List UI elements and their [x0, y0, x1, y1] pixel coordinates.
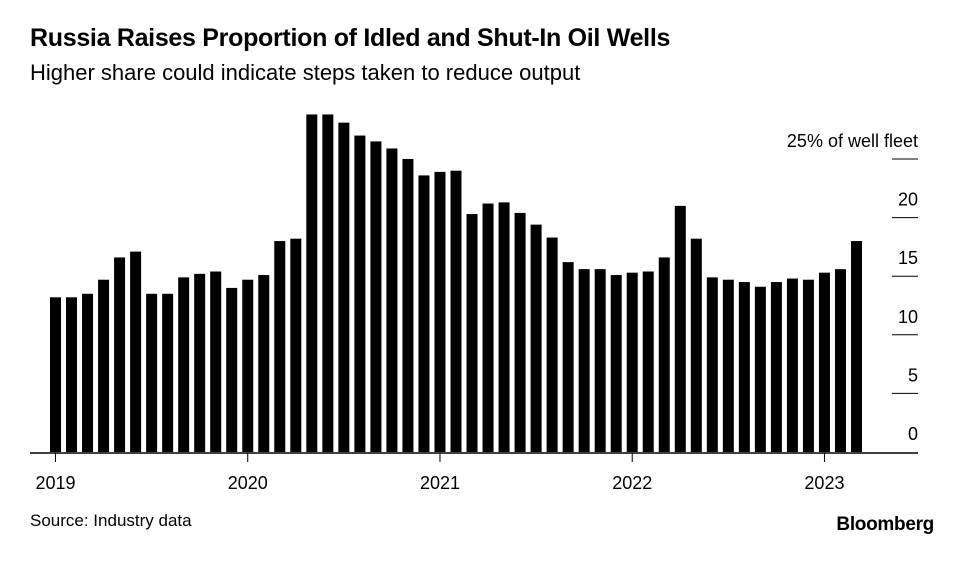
bar [498, 202, 510, 452]
x-tick-label: 2021 [420, 473, 460, 493]
bar [242, 279, 254, 452]
bar [514, 212, 526, 452]
bar [50, 297, 61, 452]
bar [450, 170, 462, 452]
bar [130, 251, 142, 452]
y-tick-label: 5 [908, 365, 918, 385]
bar [66, 297, 78, 452]
bar [658, 257, 670, 452]
bar [818, 272, 830, 452]
bar [642, 271, 654, 452]
bar-series [50, 114, 862, 453]
y-tick-label: 20 [898, 190, 918, 210]
x-tick-label: 2022 [612, 473, 652, 493]
bar [626, 272, 638, 452]
bar [578, 269, 590, 452]
bar [82, 293, 94, 452]
bar [290, 238, 302, 452]
bar [722, 279, 734, 452]
y-tick-label: 15 [898, 248, 918, 268]
bar [851, 241, 862, 452]
bar [370, 141, 382, 453]
x-tick-label: 2020 [228, 473, 268, 493]
x-tick-label: 2023 [804, 473, 844, 493]
bar [258, 275, 270, 452]
y-tick-label: 0 [908, 424, 918, 444]
bar [562, 262, 574, 452]
bar [594, 269, 606, 452]
bar [274, 241, 286, 452]
bar [114, 257, 126, 452]
y-axis-labels: 25% of well fleet 20 15 10 5 0 [787, 131, 918, 444]
bar [706, 277, 718, 452]
bar [466, 214, 478, 452]
bar [386, 148, 398, 452]
bar [210, 271, 222, 452]
chart-title: Russia Raises Proportion of Idled and Sh… [30, 24, 671, 52]
bar [194, 273, 206, 452]
bar [546, 237, 558, 452]
bar [338, 122, 350, 452]
bar [322, 114, 334, 453]
x-tick-label: 2019 [35, 473, 75, 493]
bar [610, 275, 622, 452]
bar [226, 287, 238, 452]
bar [402, 159, 414, 452]
bar [690, 238, 702, 452]
bar [482, 203, 494, 452]
bar [178, 277, 190, 452]
y-gridlines [892, 158, 918, 394]
chart-subtitle: Higher share could indicate steps taken … [30, 60, 581, 85]
bar [162, 293, 174, 452]
bar [674, 205, 686, 452]
bar [802, 279, 814, 452]
x-axis: 2019 2020 2021 2022 2023 [30, 452, 918, 493]
bar [418, 175, 430, 452]
bar [770, 282, 782, 452]
source-note: Source: Industry data [30, 511, 192, 530]
bar [786, 278, 798, 452]
bar [354, 135, 366, 452]
bar [530, 224, 542, 452]
bloomberg-logo: Bloomberg [836, 514, 934, 535]
bar [754, 286, 766, 452]
bar [834, 269, 846, 452]
bar [146, 293, 158, 452]
y-tick-label: 25% of well fleet [787, 131, 918, 151]
y-tick-label: 10 [898, 307, 918, 327]
bar [434, 171, 446, 452]
bar [98, 279, 110, 452]
bar [738, 282, 750, 452]
bar [306, 114, 318, 453]
